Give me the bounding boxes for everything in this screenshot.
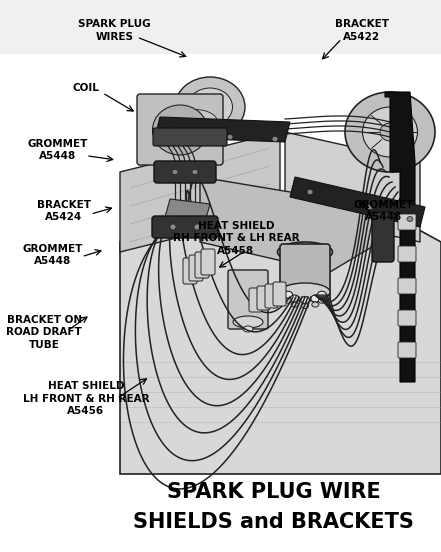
FancyBboxPatch shape [273, 282, 286, 306]
Polygon shape [120, 192, 441, 474]
FancyBboxPatch shape [249, 288, 262, 312]
Ellipse shape [307, 189, 313, 194]
Ellipse shape [407, 216, 413, 221]
Text: SPARK PLUG WIRE: SPARK PLUG WIRE [167, 482, 380, 502]
FancyBboxPatch shape [189, 255, 203, 281]
Ellipse shape [153, 105, 208, 155]
Ellipse shape [302, 304, 309, 309]
Ellipse shape [290, 295, 299, 302]
Text: GROMMET
A5448: GROMMET A5448 [354, 200, 414, 222]
Ellipse shape [280, 283, 330, 301]
Ellipse shape [172, 169, 178, 174]
Ellipse shape [300, 296, 310, 304]
Ellipse shape [175, 77, 245, 137]
Ellipse shape [363, 107, 418, 157]
Ellipse shape [318, 291, 326, 298]
FancyBboxPatch shape [137, 94, 223, 165]
Ellipse shape [312, 302, 319, 307]
FancyBboxPatch shape [153, 128, 227, 146]
Polygon shape [200, 177, 380, 272]
Bar [0, 474, 441, 552]
Text: HEAT SHIELD
LH FRONT & RH REAR
A5456: HEAT SHIELD LH FRONT & RH REAR A5456 [22, 381, 149, 416]
Ellipse shape [380, 123, 400, 141]
Polygon shape [155, 117, 290, 142]
Polygon shape [165, 199, 210, 222]
Text: BRACKET
A5424: BRACKET A5424 [37, 200, 91, 222]
Ellipse shape [284, 291, 292, 298]
Ellipse shape [172, 128, 178, 132]
FancyBboxPatch shape [398, 278, 416, 294]
FancyBboxPatch shape [201, 249, 215, 275]
Text: BRACKET
A5422: BRACKET A5422 [335, 19, 389, 41]
Ellipse shape [187, 88, 232, 126]
Ellipse shape [345, 92, 435, 172]
FancyBboxPatch shape [195, 252, 209, 278]
FancyBboxPatch shape [228, 270, 268, 329]
Text: GROMMET
A5448: GROMMET A5448 [27, 139, 87, 161]
Ellipse shape [172, 109, 217, 135]
Ellipse shape [272, 136, 278, 141]
Ellipse shape [291, 302, 298, 307]
Text: SHIELDS and BRACKETS: SHIELDS and BRACKETS [133, 512, 414, 532]
Ellipse shape [170, 224, 176, 230]
Ellipse shape [233, 316, 263, 328]
Ellipse shape [192, 169, 198, 174]
Polygon shape [290, 177, 425, 227]
FancyBboxPatch shape [154, 161, 216, 183]
Text: COIL: COIL [73, 83, 99, 93]
Ellipse shape [311, 295, 320, 302]
FancyBboxPatch shape [398, 310, 416, 326]
FancyBboxPatch shape [265, 284, 278, 308]
Polygon shape [120, 132, 280, 252]
FancyBboxPatch shape [398, 214, 416, 230]
FancyBboxPatch shape [398, 342, 416, 358]
Polygon shape [385, 92, 415, 382]
Text: BRACKET ON
ROAD DRAFT
TUBE: BRACKET ON ROAD DRAFT TUBE [6, 315, 82, 350]
Ellipse shape [165, 104, 225, 140]
FancyBboxPatch shape [152, 216, 218, 238]
Bar [0, 54, 441, 474]
Text: HEAT SHIELD
RH FRONT & LH REAR
A5458: HEAT SHIELD RH FRONT & LH REAR A5458 [172, 221, 299, 256]
Ellipse shape [194, 224, 200, 230]
FancyBboxPatch shape [372, 212, 394, 262]
Polygon shape [285, 132, 420, 242]
Ellipse shape [243, 326, 253, 332]
FancyBboxPatch shape [280, 244, 330, 300]
FancyBboxPatch shape [257, 286, 270, 310]
Ellipse shape [367, 204, 373, 210]
Ellipse shape [318, 298, 325, 303]
Ellipse shape [227, 135, 233, 140]
Text: SPARK PLUG
WIRES: SPARK PLUG WIRES [78, 19, 151, 41]
Text: GROMMET
A5448: GROMMET A5448 [23, 244, 83, 266]
Ellipse shape [277, 242, 333, 262]
Ellipse shape [284, 298, 292, 303]
FancyBboxPatch shape [398, 246, 416, 262]
FancyBboxPatch shape [183, 258, 197, 284]
